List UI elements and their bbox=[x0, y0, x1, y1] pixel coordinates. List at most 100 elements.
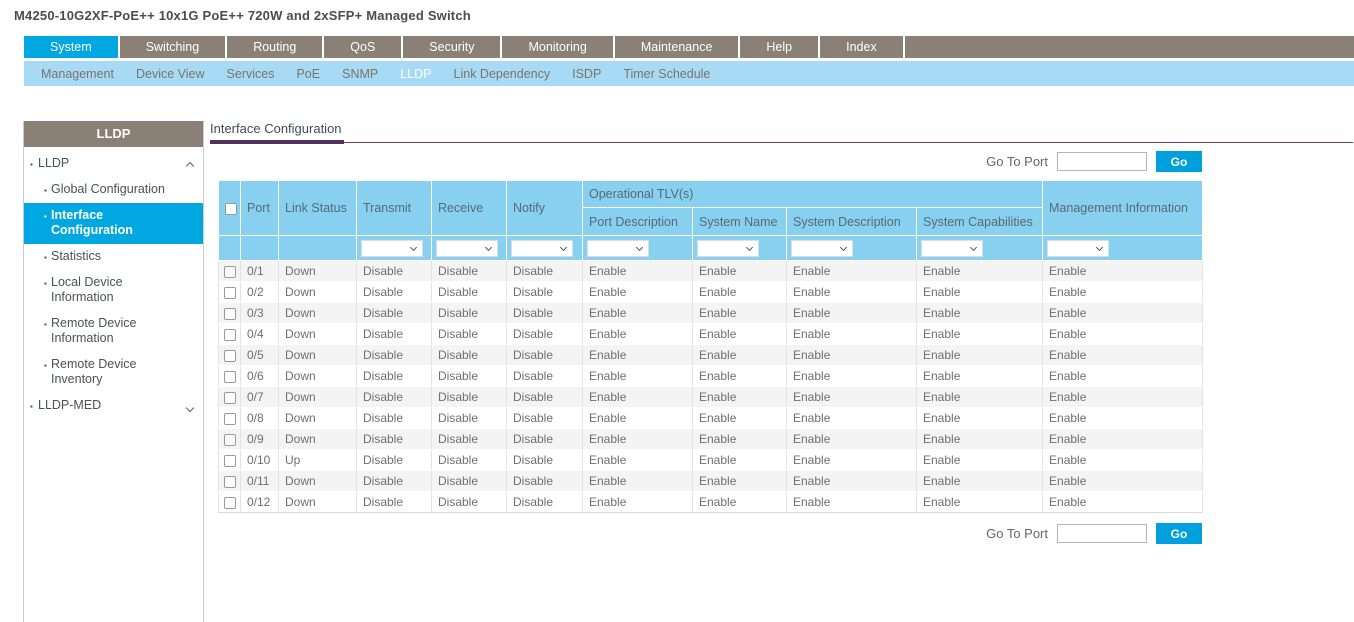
port-description-cell: Enable bbox=[582, 449, 693, 471]
nav-tab-routing[interactable]: Routing bbox=[227, 36, 323, 58]
subnav-item-poe[interactable]: PoE bbox=[296, 66, 321, 81]
receive-cell: Disable bbox=[431, 428, 507, 450]
row-checkbox[interactable] bbox=[223, 496, 236, 509]
receive-filter-select[interactable] bbox=[436, 239, 498, 257]
select-all-checkbox[interactable] bbox=[225, 202, 237, 215]
receive-cell: Disable bbox=[431, 281, 507, 303]
sidebar-item-lldp[interactable]: ▪ LLDP bbox=[24, 151, 203, 177]
receive-cell: Disable bbox=[431, 365, 507, 387]
transmit-filter-select[interactable] bbox=[361, 239, 423, 257]
system-description-filter-select[interactable] bbox=[791, 239, 853, 257]
go-button[interactable]: Go bbox=[1156, 151, 1202, 172]
nav-tab-monitoring[interactable]: Monitoring bbox=[502, 36, 613, 58]
nav-tab-maintenance[interactable]: Maintenance bbox=[614, 36, 739, 58]
go-to-port-label: Go To Port bbox=[986, 526, 1048, 541]
go-to-port-row-top: Go To Port Go bbox=[210, 151, 1202, 172]
system-name-filter-select[interactable] bbox=[697, 239, 759, 257]
system-name-cell: Enable bbox=[692, 302, 787, 324]
bullet-icon: ▪ bbox=[44, 212, 47, 221]
port-description-cell: Enable bbox=[582, 470, 693, 492]
row-checkbox-cell bbox=[218, 281, 241, 303]
nav-tab-system[interactable]: System bbox=[24, 36, 118, 58]
subnav-item-snmp[interactable]: SNMP bbox=[342, 66, 379, 81]
system-capabilities-filter-select[interactable] bbox=[921, 239, 983, 257]
row-checkbox[interactable] bbox=[223, 265, 236, 278]
nav-tab-security[interactable]: Security bbox=[403, 36, 501, 58]
table-row: 0/5 Down Disable Disable Disable Enable Enable… bbox=[218, 344, 1204, 366]
subnav-item-timer-schedule[interactable]: Timer Schedule bbox=[623, 66, 711, 81]
row-checkbox-cell bbox=[218, 407, 241, 429]
row-checkbox[interactable] bbox=[223, 412, 236, 425]
chevron-up-icon[interactable] bbox=[185, 158, 195, 173]
receive-cell: Disable bbox=[431, 449, 507, 471]
bullet-icon: ▪ bbox=[44, 361, 47, 370]
sidebar-item-label: Local Device Information bbox=[51, 275, 123, 304]
sidebar-item-statistics[interactable]: ▪ Statistics bbox=[24, 244, 203, 270]
row-checkbox[interactable] bbox=[223, 307, 236, 320]
row-checkbox-cell bbox=[218, 344, 241, 366]
notify-cell: Disable bbox=[506, 365, 583, 387]
link-status-cell: Down bbox=[278, 386, 357, 408]
row-checkbox[interactable] bbox=[223, 349, 236, 362]
sidebar-item-lldp-med[interactable]: ▪ LLDP-MED bbox=[24, 393, 203, 419]
transmit-cell: Disable bbox=[356, 344, 432, 366]
row-checkbox[interactable] bbox=[223, 286, 236, 299]
subnav-item-isdp[interactable]: ISDP bbox=[572, 66, 602, 81]
link-status-cell: Down bbox=[278, 470, 357, 492]
go-button[interactable]: Go bbox=[1156, 523, 1202, 544]
receive-cell: Disable bbox=[431, 491, 507, 513]
row-checkbox[interactable] bbox=[223, 391, 236, 404]
go-to-port-input[interactable] bbox=[1057, 524, 1147, 543]
sidebar-item-remote-device-inventory[interactable]: ▪ Remote Device Inventory bbox=[24, 352, 203, 393]
nav-tab-switching[interactable]: Switching bbox=[119, 36, 226, 58]
port-description-cell: Enable bbox=[582, 323, 693, 345]
sidebar: LLDP ▪ LLDP ▪ Global Configuration ▪ Interfac… bbox=[23, 121, 204, 622]
chevron-down-icon[interactable] bbox=[185, 400, 195, 415]
sidebar-item-interface-configuration[interactable]: ▪ Interface Configuration bbox=[24, 203, 203, 244]
sidebar-item-global-configuration[interactable]: ▪ Global Configuration bbox=[24, 177, 203, 203]
row-checkbox[interactable] bbox=[223, 370, 236, 383]
subnav-item-lldp[interactable]: LLDP bbox=[400, 66, 432, 81]
system-capabilities-cell: Enable bbox=[915, 491, 1044, 513]
port-description-filter-select[interactable] bbox=[587, 239, 649, 257]
section-title: Interface Configuration bbox=[210, 118, 1353, 144]
filter-cell-port-empty bbox=[240, 235, 279, 261]
row-checkbox[interactable] bbox=[223, 433, 236, 446]
go-to-port-label: Go To Port bbox=[986, 154, 1048, 169]
system-description-cell: Enable bbox=[786, 428, 917, 450]
table-row: 0/7 Down Disable Disable Disable Enable Enable… bbox=[218, 386, 1204, 408]
notify-filter-select[interactable] bbox=[511, 239, 573, 257]
interface-configuration-table: Port Link Status Transmit Receive Notify… bbox=[218, 180, 1204, 513]
chevron-down-icon bbox=[559, 243, 568, 251]
system-description-cell: Enable bbox=[786, 281, 917, 303]
filter-cell-system-description bbox=[786, 235, 917, 261]
notify-cell: Disable bbox=[506, 386, 583, 408]
row-checkbox[interactable] bbox=[223, 454, 236, 467]
nav-tab-index[interactable]: Index bbox=[820, 36, 903, 58]
system-description-cell: Enable bbox=[786, 386, 917, 408]
column-header-receive: Receive bbox=[431, 180, 507, 236]
go-to-port-input[interactable] bbox=[1057, 152, 1147, 171]
management-information-cell: Enable bbox=[1042, 323, 1204, 345]
nav-tab-qos[interactable]: QoS bbox=[324, 36, 402, 58]
subnav-item-services[interactable]: Services bbox=[226, 66, 275, 81]
row-checkbox[interactable] bbox=[223, 475, 236, 488]
notify-cell: Disable bbox=[506, 407, 583, 429]
port-cell: 0/9 bbox=[240, 428, 279, 450]
subnav-item-device-view[interactable]: Device View bbox=[135, 66, 205, 81]
system-name-cell: Enable bbox=[692, 344, 787, 366]
select-all-header-cell bbox=[218, 180, 241, 236]
sidebar-item-label: Statistics bbox=[51, 249, 102, 263]
subnav-item-link-dependency[interactable]: Link Dependency bbox=[453, 66, 551, 81]
management-information-filter-select[interactable] bbox=[1047, 239, 1110, 257]
transmit-cell: Disable bbox=[356, 491, 432, 513]
section-title-text: Interface Configuration bbox=[210, 118, 344, 144]
nav-tab-help[interactable]: Help bbox=[740, 36, 819, 58]
subnav-item-management[interactable]: Management bbox=[41, 66, 114, 81]
row-checkbox[interactable] bbox=[223, 328, 236, 341]
transmit-cell: Disable bbox=[356, 323, 432, 345]
system-capabilities-cell: Enable bbox=[915, 302, 1044, 324]
sidebar-item-remote-device-information[interactable]: ▪ Remote Device Information bbox=[24, 311, 203, 352]
sidebar-item-local-device-information[interactable]: ▪ Local Device Information bbox=[24, 270, 203, 311]
transmit-cell: Disable bbox=[356, 365, 432, 387]
